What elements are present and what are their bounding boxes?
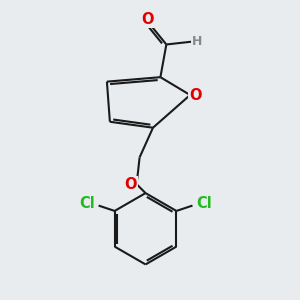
Text: Cl: Cl <box>80 196 95 211</box>
Text: O: O <box>124 177 136 192</box>
Text: O: O <box>189 88 202 103</box>
Text: O: O <box>141 12 153 27</box>
Text: Cl: Cl <box>196 196 212 211</box>
Text: H: H <box>192 35 203 48</box>
